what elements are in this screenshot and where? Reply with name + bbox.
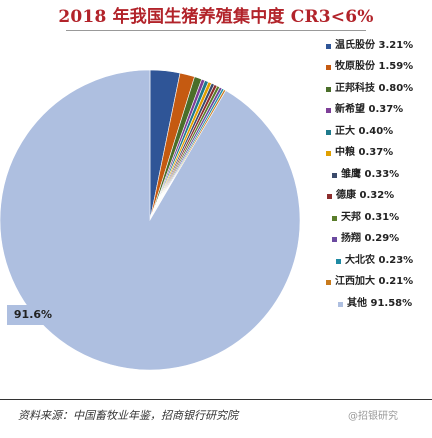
title-divider xyxy=(66,30,366,31)
legend-label-7: 德康 0.32% xyxy=(336,190,395,201)
legend-label-0: 温氏股份 3.21% xyxy=(335,40,414,51)
legend-label-10: 大北农 0.23% xyxy=(345,255,414,266)
legend-label-1: 牧原股份 1.59% xyxy=(335,61,414,72)
legend-label-4: 正大 0.40% xyxy=(335,126,394,137)
legend-swatch-9 xyxy=(332,237,337,242)
legend-swatch-0 xyxy=(326,44,331,49)
footer-divider xyxy=(0,399,432,400)
legend-label-3: 新希望 0.37% xyxy=(335,104,404,115)
legend-label-11: 江西加大 0.21% xyxy=(335,276,414,287)
legend-label-5: 中粮 0.37% xyxy=(335,147,394,158)
legend-swatch-2 xyxy=(326,87,331,92)
slice-value-label: 91.6% xyxy=(7,305,59,325)
legend-swatch-12 xyxy=(338,302,343,307)
legend-label-6: 雏鹰 0.33% xyxy=(341,169,400,180)
pie-slice-12 xyxy=(0,70,300,370)
legend-swatch-4 xyxy=(326,130,331,135)
pie-chart xyxy=(0,70,300,370)
legend-swatch-10 xyxy=(336,259,341,264)
legend-swatch-1 xyxy=(326,65,331,70)
chart-title: 2018 年我国生猪养殖集中度 CR3<6% xyxy=(58,7,374,27)
legend-swatch-6 xyxy=(332,173,337,178)
source-note: 资料来源：中国畜牧业年鉴，招商银行研究院 xyxy=(18,409,238,422)
legend-label-9: 扬翔 0.29% xyxy=(341,233,400,244)
legend-swatch-11 xyxy=(326,280,331,285)
legend-swatch-7 xyxy=(327,194,332,199)
legend-label-12: 其他 91.58% xyxy=(347,298,413,309)
legend-swatch-3 xyxy=(326,108,331,113)
legend-label-8: 天邦 0.31% xyxy=(341,212,400,223)
legend-label-2: 正邦科技 0.80% xyxy=(335,83,414,94)
legend-swatch-5 xyxy=(326,151,331,156)
legend-swatch-8 xyxy=(332,216,337,221)
watermark: @招银研究 xyxy=(348,411,398,422)
